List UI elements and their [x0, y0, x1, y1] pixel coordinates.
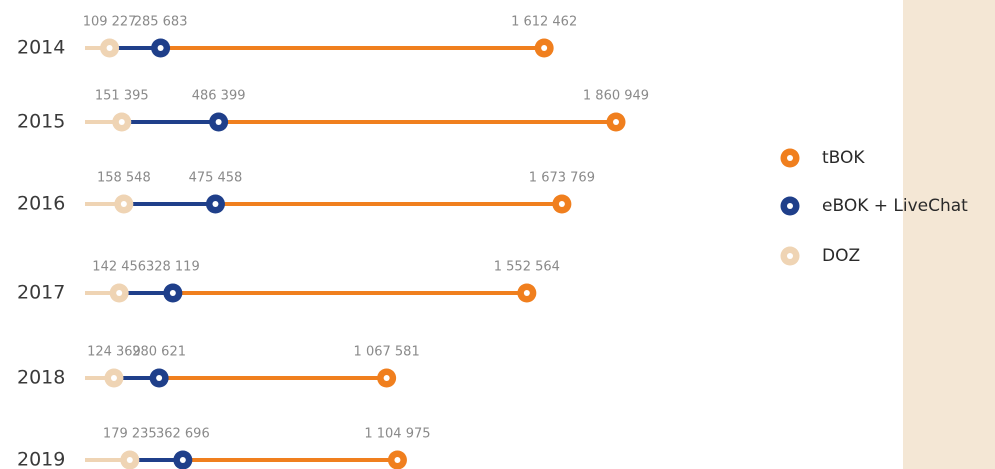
- dot-center: [541, 45, 548, 51]
- value-label: 142 456: [92, 260, 146, 275]
- year-label: 2019: [17, 449, 65, 469]
- dot-center: [523, 290, 530, 296]
- value-label: 280 621: [132, 345, 186, 360]
- dot-center: [215, 119, 222, 125]
- value-label: 1 552 564: [494, 260, 560, 275]
- value-label: 362 696: [156, 427, 210, 442]
- year-label: 2016: [17, 193, 65, 215]
- dot-center: [126, 457, 133, 463]
- legend-marker-center: [787, 155, 793, 161]
- dot-center: [169, 290, 176, 296]
- value-label: 285 683: [134, 15, 188, 30]
- year-label: 2017: [17, 282, 65, 304]
- year-label: 2018: [17, 367, 65, 389]
- value-label: 328 119: [146, 260, 200, 275]
- value-label: 1 067 581: [354, 345, 420, 360]
- dot-center: [116, 290, 123, 296]
- dot-center: [394, 457, 401, 463]
- value-label: 1 104 975: [364, 427, 430, 442]
- value-label: 124 369: [87, 345, 141, 360]
- value-label: 1 860 949: [583, 89, 649, 104]
- dot-center: [558, 201, 565, 207]
- dot-center: [613, 119, 619, 125]
- legend-label: tBOK: [822, 148, 865, 168]
- value-label: 1 612 462: [511, 15, 577, 30]
- dot-center: [118, 119, 125, 125]
- value-label: 486 399: [192, 89, 246, 104]
- year-label: 2014: [17, 37, 65, 59]
- dot-center: [383, 375, 390, 381]
- value-label: 158 548: [97, 171, 151, 186]
- dot-center: [110, 375, 117, 381]
- side-panel: [903, 0, 995, 469]
- year-label: 2015: [17, 111, 65, 133]
- dot-center: [120, 201, 127, 207]
- legend-marker-center: [787, 253, 793, 259]
- dot-center: [157, 45, 164, 51]
- value-label: 475 458: [189, 171, 243, 186]
- value-label: 151 395: [95, 89, 149, 104]
- dot-center: [106, 45, 113, 51]
- legend-label: eBOK + LiveChat: [822, 196, 968, 216]
- legend-marker-center: [787, 203, 793, 209]
- dot-center: [179, 457, 186, 463]
- dot-center: [156, 375, 163, 381]
- dot-center: [212, 201, 219, 207]
- value-label: 1 673 769: [529, 171, 595, 186]
- value-label: 109 227: [83, 15, 137, 30]
- legend-label: DOZ: [822, 246, 860, 266]
- value-label: 179 235: [103, 427, 157, 442]
